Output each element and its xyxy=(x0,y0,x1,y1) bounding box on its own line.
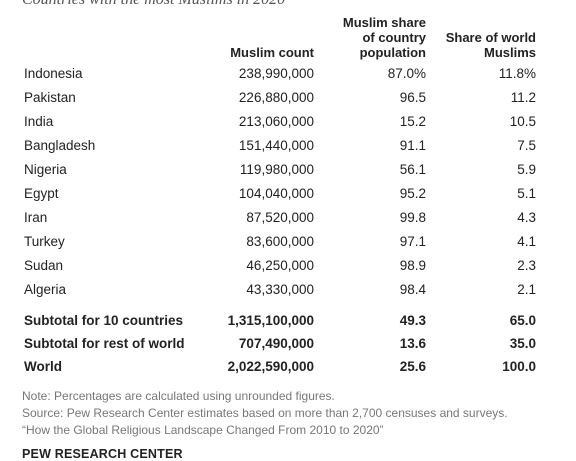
country-share: 99.8 xyxy=(399,210,426,225)
country-share: 98.9 xyxy=(399,258,426,273)
country-name: Bangladesh xyxy=(24,138,96,153)
report-title: “How the Global Religious Landscape Chan… xyxy=(22,423,384,437)
country-share: 87.0% xyxy=(387,66,426,81)
header-count-text: Muslim count xyxy=(230,45,314,60)
table-row-subtotal-rest: Subtotal for rest of world 707,490,000 1… xyxy=(0,333,576,355)
world-share: 11.8% xyxy=(498,66,536,81)
muslim-count: 104,040,000 xyxy=(238,186,314,201)
header-world-share: Share of world Muslims xyxy=(446,30,536,60)
table-subtitle: Countries with the most Muslims in 2020 xyxy=(22,0,285,9)
table-row-egypt: Egypt 104,040,000 95.2 5.1 xyxy=(0,183,576,205)
total-world-share: 100.0 xyxy=(502,359,536,374)
table-row-india: India 213,060,000 15.2 10.5 xyxy=(0,111,576,133)
country-share: 95.2 xyxy=(399,186,426,201)
country-name: Egypt xyxy=(24,186,59,201)
muslim-count: 151,440,000 xyxy=(238,138,314,153)
table-row-world: World 2,022,590,000 25.6 100.0 xyxy=(0,356,576,378)
table-row-nigeria: Nigeria 119,980,000 56.1 5.9 xyxy=(0,159,576,181)
country-name: Turkey xyxy=(24,234,65,249)
muslim-count: 46,250,000 xyxy=(246,258,314,273)
total-world-share: 35.0 xyxy=(509,336,536,351)
country-name: Sudan xyxy=(24,258,64,273)
header-world-line-1: Share of world xyxy=(445,30,536,45)
table-source: Source: Pew Research Center estimates ba… xyxy=(22,406,508,420)
table-row-pakistan: Pakistan 226,880,000 96.5 11.2 xyxy=(0,87,576,109)
world-share: 2.1 xyxy=(517,282,536,297)
table-row-algeria: Algeria 43,330,000 98.4 2.1 xyxy=(0,279,576,301)
country-name: India xyxy=(24,114,54,129)
total-count: 2,022,590,000 xyxy=(227,359,314,374)
table-note: Note: Percentages are calculated using u… xyxy=(22,389,335,403)
total-label: Subtotal for 10 countries xyxy=(24,313,184,328)
country-share: 91.1 xyxy=(399,138,426,153)
total-count: 1,315,100,000 xyxy=(227,313,314,328)
muslim-count: 238,990,000 xyxy=(238,66,314,81)
country-share: 97.1 xyxy=(399,234,426,249)
table-row-iran: Iran 87,520,000 99.8 4.3 xyxy=(0,207,576,229)
table-row-bangladesh: Bangladesh 151,440,000 91.1 7.5 xyxy=(0,135,576,157)
table-row-subtotal-top10: Subtotal for 10 countries 1,315,100,000 … xyxy=(0,310,576,332)
table-row-sudan: Sudan 46,250,000 98.9 2.3 xyxy=(0,255,576,277)
world-share: 4.3 xyxy=(517,210,536,225)
country-name: Pakistan xyxy=(24,90,76,105)
muslim-count: 87,520,000 xyxy=(246,210,314,225)
world-share: 7.5 xyxy=(517,138,536,153)
header-share-line-2: of country xyxy=(362,30,426,45)
total-country-share: 49.3 xyxy=(399,313,426,328)
header-world-line-2: Muslims xyxy=(483,45,536,60)
table-row-indonesia: Indonesia 238,990,000 87.0% 11.8% xyxy=(0,63,576,85)
header-muslim-count: Muslim count xyxy=(230,45,314,60)
total-country-share: 25.6 xyxy=(399,359,426,374)
header-muslim-share: Muslim share of country population xyxy=(343,15,426,60)
world-share: 5.9 xyxy=(517,162,536,177)
world-share: 2.3 xyxy=(517,258,536,273)
total-count: 707,490,000 xyxy=(238,336,314,351)
world-share: 4.1 xyxy=(517,234,536,249)
country-share: 15.2 xyxy=(399,114,426,129)
total-label: Subtotal for rest of world xyxy=(24,336,185,351)
world-share: 11.2 xyxy=(510,90,536,105)
country-name: Indonesia xyxy=(24,66,83,81)
country-name: Iran xyxy=(24,210,48,225)
muslim-count: 213,060,000 xyxy=(238,114,314,129)
muslim-count: 83,600,000 xyxy=(246,234,314,249)
pew-logo-text: PEW RESEARCH CENTER xyxy=(22,447,183,461)
muslim-count: 226,880,000 xyxy=(238,90,314,105)
world-share: 5.1 xyxy=(517,186,536,201)
total-label: World xyxy=(24,359,62,374)
country-name: Nigeria xyxy=(24,162,67,177)
muslim-count: 43,330,000 xyxy=(246,282,314,297)
header-share-line-3: population xyxy=(359,45,426,60)
muslim-count: 119,980,000 xyxy=(239,162,314,177)
header-share-line-1: Muslim share xyxy=(342,15,426,30)
world-share: 10.5 xyxy=(509,114,536,129)
country-name: Algeria xyxy=(24,282,67,297)
total-world-share: 65.0 xyxy=(509,313,536,328)
total-country-share: 13.6 xyxy=(399,336,426,351)
table-row-turkey: Turkey 83,600,000 97.1 4.1 xyxy=(0,231,576,253)
country-share: 96.5 xyxy=(399,90,426,105)
country-share: 98.4 xyxy=(399,282,426,297)
country-share: 56.1 xyxy=(399,162,426,177)
